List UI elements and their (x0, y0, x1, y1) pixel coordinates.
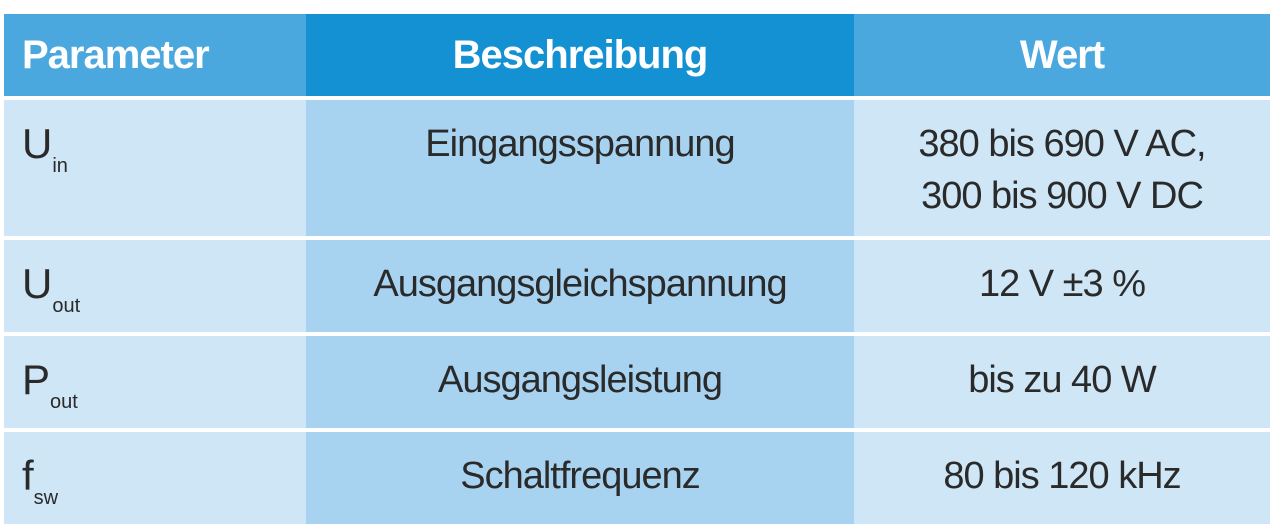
description-text: Eingangsspannung (425, 123, 735, 165)
description-cell: Ausgangsgleichspannung (306, 236, 854, 332)
parameter-symbol-group: fsw (22, 432, 306, 524)
table-row: fsw Schaltfrequenz 80 bis 120 kHz (4, 428, 1270, 524)
table-row: Uin Eingangsspannung 380 bis 690 V AC, 3… (4, 96, 1270, 236)
spec-table: Parameter Beschreibung Wert Uin Eingangs… (4, 14, 1270, 524)
value-line-1: 380 bis 690 V AC, (918, 123, 1206, 165)
table-row: Pout Ausgangsleistung bis zu 40 W (4, 332, 1270, 428)
description-text: Ausgangsgleichspannung (373, 263, 787, 305)
parameter-subscript: out (52, 295, 81, 317)
description-cell: Eingangsspannung (306, 96, 854, 236)
value-text: 12 V ±3 % (978, 263, 1146, 305)
value-cell: 380 bis 690 V AC, 300 bis 900 V DC (854, 96, 1270, 236)
description-text: Schaltfrequenz (460, 455, 701, 497)
parameter-symbol: P (22, 356, 51, 403)
parameter-cell: Uin (4, 96, 306, 236)
parameter-cell: fsw (4, 428, 306, 524)
description-cell: Ausgangsleistung (306, 332, 854, 428)
description-text: Ausgangsleistung (438, 359, 723, 401)
parameter-subscript: in (52, 155, 68, 177)
description-cell: Schaltfrequenz (306, 428, 854, 524)
parameter-subscript: out (50, 391, 78, 413)
parameter-subscript: sw (33, 487, 59, 509)
parameter-symbol: U (22, 260, 53, 307)
value-text-group: 380 bis 690 V AC, 300 bis 900 V DC (854, 100, 1270, 222)
value-cell: 80 bis 120 kHz (854, 428, 1270, 524)
parameter-symbol: f (22, 452, 34, 499)
header-value: Wert (854, 14, 1270, 96)
parameter-symbol: U (22, 120, 53, 167)
header-description: Beschreibung (306, 14, 854, 96)
parameter-symbol-group: Uout (22, 240, 306, 332)
value-text: 80 bis 120 kHz (943, 455, 1181, 497)
header-row: Parameter Beschreibung Wert (4, 14, 1270, 96)
parameter-cell: Uout (4, 236, 306, 332)
spec-table-wrapper: Parameter Beschreibung Wert Uin Eingangs… (4, 14, 1270, 524)
parameter-cell: Pout (4, 332, 306, 428)
table-row: Uout Ausgangsgleichspannung 12 V ±3 % (4, 236, 1270, 332)
value-cell: 12 V ±3 % (854, 236, 1270, 332)
parameter-symbol-group: Pout (22, 336, 306, 428)
parameter-symbol-group: Uin (22, 100, 306, 192)
value-text: bis zu 40 W (968, 359, 1157, 401)
value-cell: bis zu 40 W (854, 332, 1270, 428)
value-line-2: 300 bis 900 V DC (921, 175, 1204, 217)
header-parameter: Parameter (4, 14, 306, 96)
